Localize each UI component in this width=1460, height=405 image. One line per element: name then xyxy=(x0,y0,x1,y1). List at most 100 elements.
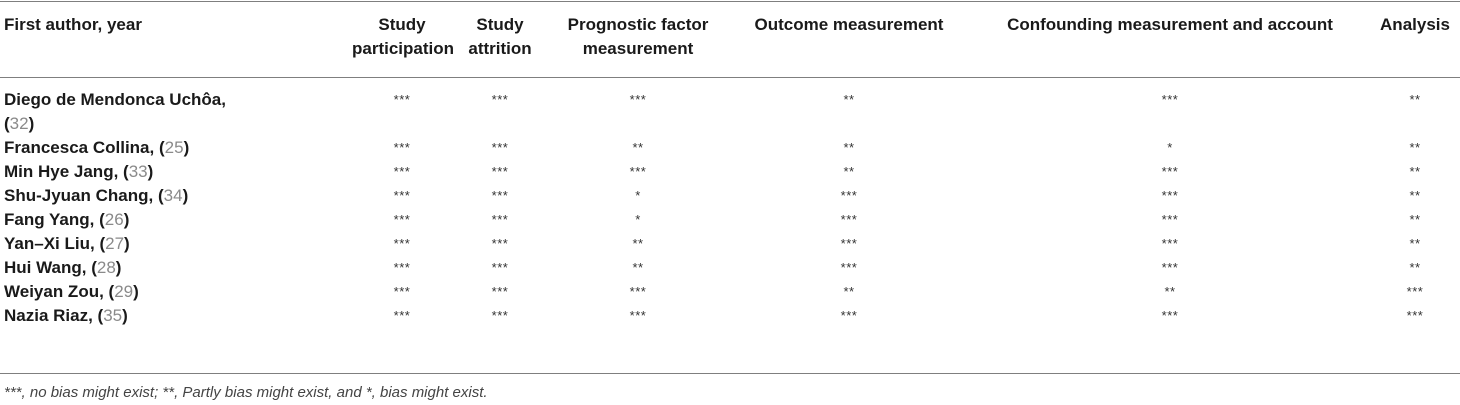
rating-cell: *** xyxy=(1161,164,1179,179)
reference-link[interactable]: 28 xyxy=(96,258,116,277)
rating-cell: *** xyxy=(1161,236,1179,251)
author-cell: Shu-Jyuan Chang, (34) xyxy=(4,186,189,205)
author-cell: Nazia Riaz, (35) xyxy=(4,306,128,325)
author-cell: Weiyan Zou, (29) xyxy=(4,282,139,301)
rating-cell: ** xyxy=(843,140,855,155)
rating-cell: *** xyxy=(1161,188,1179,203)
rating-cell: ** xyxy=(843,92,855,107)
author-name: Weiyan Zou, xyxy=(4,282,104,301)
rating-cell: ** xyxy=(1409,140,1421,155)
rating-cell: ** xyxy=(632,140,644,155)
rating-cell: *** xyxy=(393,236,411,251)
rating-cell: *** xyxy=(393,284,411,299)
rating-cell: *** xyxy=(393,140,411,155)
rating-cell: *** xyxy=(491,92,509,107)
rating-cell: ** xyxy=(1409,188,1421,203)
author-cell: Francesca Collina, (25) xyxy=(4,138,190,157)
rating-cell: ** xyxy=(1164,284,1176,299)
table-row: Yan–Xi Liu, (27) *** *** ** *** *** ** xyxy=(0,232,1460,256)
header-divider-rule xyxy=(0,77,1460,78)
rating-cell: *** xyxy=(629,92,647,107)
rating-cell: *** xyxy=(491,164,509,179)
table-body: Diego de Mendonca Uchôa, (32) *** *** *** ** *… xyxy=(0,77,1460,328)
reference-link[interactable]: 27 xyxy=(105,234,125,253)
table-row: Min Hye Jang, (33) *** *** *** ** *** ** xyxy=(0,160,1460,184)
reference-link[interactable]: 29 xyxy=(114,282,134,301)
rating-cell: ** xyxy=(632,260,644,275)
rating-cell: *** xyxy=(840,308,858,323)
reference-link[interactable]: 34 xyxy=(163,186,183,205)
rating-cell: *** xyxy=(491,236,509,251)
rating-cell: * xyxy=(1167,140,1173,155)
rating-cell: *** xyxy=(840,188,858,203)
table-bottom-rule xyxy=(0,373,1460,374)
rating-cell: ** xyxy=(1409,212,1421,227)
author-name: Yan–Xi Liu, xyxy=(4,234,95,253)
header-first-author: First author, year xyxy=(4,15,142,34)
table-row: Nazia Riaz, (35) *** *** *** *** *** *** xyxy=(0,304,1460,328)
rating-cell: *** xyxy=(393,260,411,275)
author-cell: Min Hye Jang, (33) xyxy=(4,162,154,181)
rating-cell: *** xyxy=(393,212,411,227)
rating-cell: *** xyxy=(491,140,509,155)
rating-cell: * xyxy=(635,188,641,203)
author-name: Nazia Riaz, xyxy=(4,306,93,325)
rating-cell: *** xyxy=(1161,92,1179,107)
author-cell: Yan–Xi Liu, (27) xyxy=(4,234,130,253)
author-name: Min Hye Jang, xyxy=(4,162,119,181)
rating-cell: *** xyxy=(1161,260,1179,275)
rating-cell: *** xyxy=(393,164,411,179)
rating-cell: * xyxy=(635,212,641,227)
table-top-rule xyxy=(0,1,1460,2)
rating-cell: *** xyxy=(393,92,411,107)
rating-cell: ** xyxy=(843,164,855,179)
reference-link[interactable]: 32 xyxy=(9,114,29,133)
header-confounding: Confounding measurement and account xyxy=(1007,15,1333,34)
author-name: Diego de Mendonca Uchôa, xyxy=(4,90,226,109)
rating-cell: *** xyxy=(840,260,858,275)
table-row: Fang Yang, (26) *** *** * *** *** ** xyxy=(0,208,1460,232)
bias-assessment-table: First author, year Study participation S… xyxy=(0,2,1460,328)
rating-cell: *** xyxy=(491,284,509,299)
table-row: Francesca Collina, (25) *** *** ** ** * ** xyxy=(0,136,1460,160)
rating-cell: *** xyxy=(1406,284,1424,299)
rating-cell: ** xyxy=(1409,92,1421,107)
rating-cell: *** xyxy=(629,308,647,323)
rating-cell: *** xyxy=(1161,308,1179,323)
reference-link[interactable]: 33 xyxy=(128,162,148,181)
header-prognostic-factor: Prognostic factor measurement xyxy=(567,15,709,58)
rating-cell: ** xyxy=(1409,164,1421,179)
table-row: Weiyan Zou, (29) *** *** *** ** ** *** xyxy=(0,280,1460,304)
header-study-participation: Study participation xyxy=(352,15,455,58)
header-study-attrition: Study attrition xyxy=(468,15,532,58)
author-cell: Diego de Mendonca Uchôa, (32) xyxy=(4,90,226,133)
rating-cell: *** xyxy=(393,188,411,203)
rating-cell: *** xyxy=(1161,212,1179,227)
rating-cell: *** xyxy=(491,260,509,275)
header-row: First author, year Study participation S… xyxy=(0,2,1460,77)
rating-cell: *** xyxy=(491,188,509,203)
author-name: Shu-Jyuan Chang, xyxy=(4,186,154,205)
rating-cell: *** xyxy=(840,212,858,227)
reference-link[interactable]: 35 xyxy=(103,306,123,325)
table-footnote: ***, no bias might exist; **, Partly bia… xyxy=(4,384,488,401)
rating-cell: ** xyxy=(632,236,644,251)
reference-link[interactable]: 25 xyxy=(164,138,184,157)
table-row: Diego de Mendonca Uchôa, (32) *** *** *** ** *… xyxy=(0,77,1460,136)
reference-link[interactable]: 26 xyxy=(104,210,124,229)
author-name: Hui Wang, xyxy=(4,258,87,277)
rating-cell: *** xyxy=(629,284,647,299)
rating-cell: *** xyxy=(1406,308,1424,323)
rating-cell: *** xyxy=(491,212,509,227)
author-name: Francesca Collina, xyxy=(4,138,155,157)
author-cell: Fang Yang, (26) xyxy=(4,210,130,229)
author-cell: Hui Wang, (28) xyxy=(4,258,122,277)
rating-cell: ** xyxy=(1409,260,1421,275)
header-outcome-measurement: Outcome measurement xyxy=(754,15,944,34)
rating-cell: *** xyxy=(840,236,858,251)
rating-cell: ** xyxy=(843,284,855,299)
author-name: Fang Yang, xyxy=(4,210,95,229)
table-row: Shu-Jyuan Chang, (34) *** *** * *** *** ** xyxy=(0,184,1460,208)
rating-cell: *** xyxy=(629,164,647,179)
rating-cell: *** xyxy=(491,308,509,323)
